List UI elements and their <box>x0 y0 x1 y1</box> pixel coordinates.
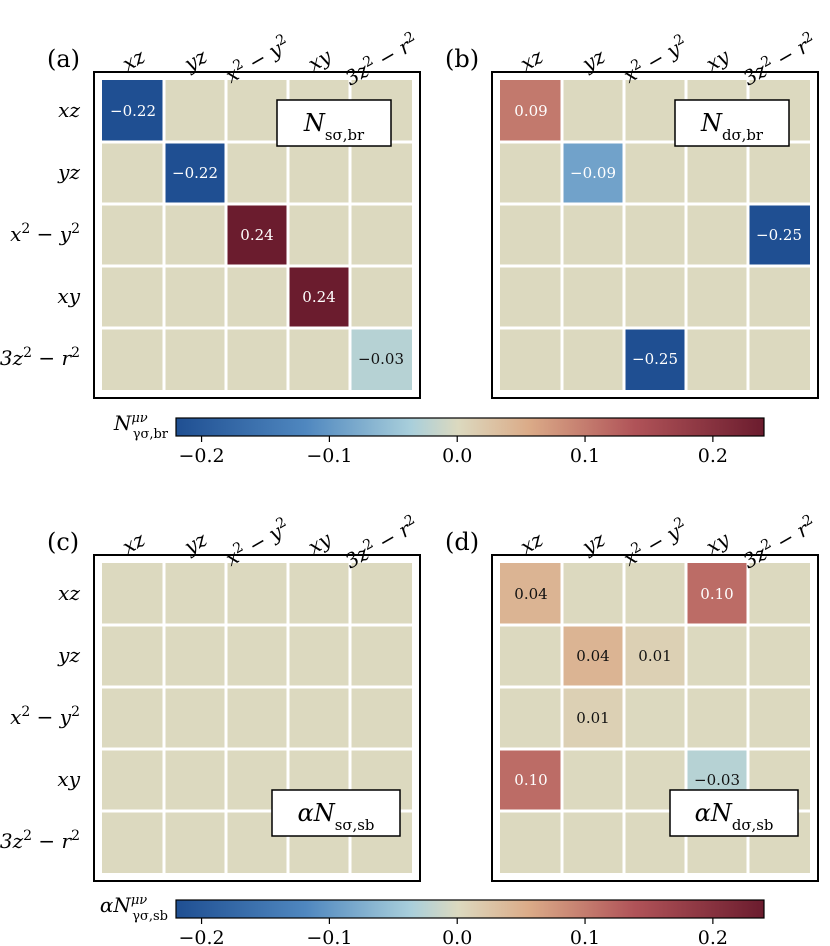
cell-value-label: 0.04 <box>514 585 547 603</box>
row-label: xz <box>58 98 80 122</box>
colorbar-label: αNμν γσ,sb <box>100 893 168 924</box>
heatmap-cell <box>562 687 624 749</box>
colorbar-gradient <box>175 417 765 437</box>
heatmap-cells: 0.04 0.10 0.04 0.01 0.01 0.10 −0.03 <box>500 563 748 811</box>
column-label: x2 − y2 <box>221 514 294 571</box>
colorbar-tick-label: 0.1 <box>570 445 600 467</box>
colorbar-tick-label: −0.2 <box>178 927 224 946</box>
panel-letter: (b) <box>445 45 479 73</box>
colorbar-2: −0.2 −0.1 0.0 0.1 0.2 αNμν γσ,sb <box>100 893 765 946</box>
cell-value-label: −0.22 <box>172 164 218 182</box>
colorbar-tick-label: 0.2 <box>698 445 728 467</box>
row-label: x2 − y2 <box>10 221 80 246</box>
column-label: xz <box>118 44 149 76</box>
colorbar-tick-label: 0.1 <box>570 927 600 946</box>
cell-value-label: 0.24 <box>302 288 335 306</box>
heatmap-panel-4: 0.04 0.100.04 0.010.010.10 −0.03(d) xz yz x2 −… <box>445 512 819 882</box>
panel-title: αNsσ,sb <box>298 799 375 834</box>
heatmap-cell <box>748 204 810 266</box>
colorbar-tick-label: 0.0 <box>442 445 472 467</box>
cell-value-label: −0.25 <box>632 350 678 368</box>
colorbar-label: Nμν γσ,br <box>113 411 169 442</box>
panel-title: Ndσ,br <box>700 109 764 144</box>
colorbar-tick-label: −0.2 <box>178 445 224 467</box>
heatmap-cell <box>500 563 562 625</box>
colorbar-1: −0.2 −0.1 0.0 0.1 0.2 Nμν γσ,br <box>113 411 765 467</box>
panel-title-box: αNsσ,sb <box>271 789 401 837</box>
row-label: yz <box>57 643 80 667</box>
panel-title-box: Nsσ,br <box>276 99 392 147</box>
cell-value-label: −0.22 <box>110 102 156 120</box>
title-box-frame <box>674 99 790 147</box>
heatmap-cell <box>624 328 686 390</box>
heatmap-cell <box>562 142 624 204</box>
cell-value-label: −0.03 <box>358 350 404 368</box>
cell-value-label: 0.24 <box>240 226 273 244</box>
title-box-frame <box>669 789 799 837</box>
cell-value-label: 0.01 <box>638 647 671 665</box>
row-label: xy <box>57 767 80 791</box>
colorbar-tick-label: 0.2 <box>698 927 728 946</box>
panel-title: αNdσ,sb <box>695 799 774 834</box>
heatmap-cell <box>624 625 686 687</box>
cell-value-label: −0.03 <box>694 771 740 789</box>
row-label: xy <box>57 284 80 308</box>
row-label: x2 − y2 <box>10 704 80 729</box>
colorbar-tick-label: 0.0 <box>442 927 472 946</box>
row-label: xz <box>58 581 80 605</box>
cell-value-label: −0.25 <box>756 226 802 244</box>
heatmap-cells: −0.22 −0.22 0.24 0.24 −0.03 <box>102 80 412 390</box>
heatmap-panel-1: −0.22 −0.22 0.24 0.24 −0.03 (a) xz yz x2 − y2 xy 3… <box>0 29 421 399</box>
heatmap-cell <box>500 80 562 142</box>
panel-frame <box>93 71 421 399</box>
cell-value-label: 0.10 <box>700 585 733 603</box>
column-label: x2 − y2 <box>221 31 294 88</box>
title-box-frame <box>276 99 392 147</box>
panel-title: Nsσ,br <box>303 109 365 144</box>
title-box-frame <box>271 789 401 837</box>
panel-letter: (d) <box>445 528 479 556</box>
heatmap-cell <box>102 80 164 142</box>
heatmap-cells: 0.09 −0.09 −0.25 −0.25 <box>500 80 810 390</box>
cell-value-label: 0.01 <box>576 709 609 727</box>
panel-letter: (c) <box>47 528 79 556</box>
cell-value-label: −0.09 <box>570 164 616 182</box>
column-label: xz <box>516 44 547 76</box>
heatmap-cell <box>164 142 226 204</box>
heatmap-cell <box>500 749 562 811</box>
cell-value-label: 0.04 <box>576 647 609 665</box>
heatmap-cell <box>686 563 748 625</box>
colorbar-tick-label: −0.1 <box>306 445 352 467</box>
panel-letter: (a) <box>47 45 80 73</box>
column-label: xz <box>516 527 547 559</box>
colorbar-tick-label: −0.1 <box>306 927 352 946</box>
panel-title-box: Ndσ,br <box>674 99 790 147</box>
cell-value-label: 0.10 <box>514 771 547 789</box>
column-label: x2 − y2 <box>619 31 692 88</box>
row-label: yz <box>57 160 80 184</box>
panel-frame <box>491 71 819 399</box>
heatmap-cell <box>350 328 412 390</box>
heatmap-cell <box>288 266 350 328</box>
row-label: 3z2 − r2 <box>0 828 80 853</box>
heatmap-cell <box>562 625 624 687</box>
cell-value-label: 0.09 <box>514 102 547 120</box>
panel-frame <box>491 554 819 882</box>
colorbar-gradient <box>175 899 765 919</box>
panel-frame <box>93 554 421 882</box>
row-label: 3z2 − r2 <box>0 345 80 370</box>
column-label: xz <box>118 527 149 559</box>
column-label: x2 − y2 <box>619 514 692 571</box>
heatmap-cell <box>226 204 288 266</box>
panel-title-box: αNdσ,sb <box>669 789 799 837</box>
